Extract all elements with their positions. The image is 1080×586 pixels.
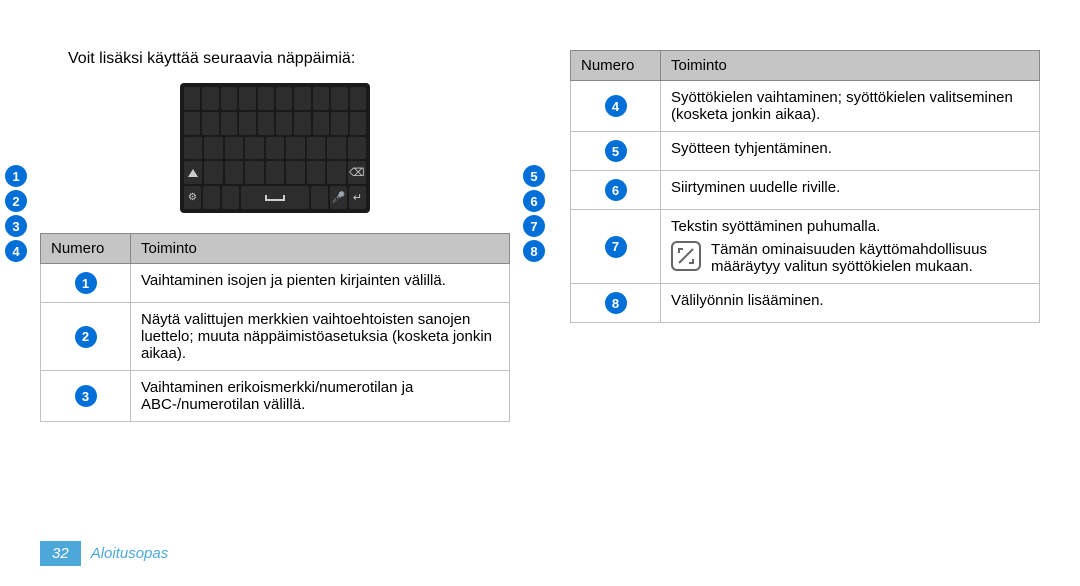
intro-text: Voit lisäksi käyttää seuraavia näppäimiä… — [68, 50, 510, 68]
table-row: 3 Vaihtaminen erikoismerkki/numerotilan … — [41, 371, 510, 422]
row-text-7: Tekstin syöttäminen puhumalla. — [671, 218, 1029, 235]
keyboard-diagram: 1 2 3 4 — [40, 83, 510, 213]
table-header-numero: Numero — [41, 234, 131, 264]
backspace-icon: ⌫ — [349, 166, 365, 179]
right-feature-table: Numero Toiminto 4 Syöttökielen vaihtamin… — [570, 50, 1040, 323]
row-num-8: 8 — [605, 292, 627, 314]
table-header-numero-r: Numero — [571, 51, 661, 81]
table-row: 5 Syötteen tyhjentäminen. — [571, 132, 1040, 171]
row-text-1: Vaihtaminen isojen ja pienten kirjainten… — [131, 264, 510, 303]
callout-4: 4 — [5, 240, 27, 262]
callout-1: 1 — [5, 165, 27, 187]
row-text-6: Siirtyminen uudelle riville. — [661, 171, 1040, 210]
left-feature-table: Numero Toiminto 1 Vaihtaminen isojen ja … — [40, 233, 510, 422]
keyboard-image: ⌫ ⚙ 🎤 ↵ — [180, 83, 370, 213]
table-row: 8 Välilyönnin lisääminen. — [571, 284, 1040, 323]
spacebar-icon — [265, 195, 285, 201]
row-note-7: Tämän ominaisuuden käyttömahdollisuus mä… — [711, 241, 1029, 275]
row-text-2: Näytä valittujen merkkien vaihtoehtoiste… — [131, 303, 510, 371]
row-num-3: 3 — [75, 385, 97, 407]
table-row: 1 Vaihtaminen isojen ja pienten kirjaint… — [41, 264, 510, 303]
callout-8: 8 — [523, 240, 545, 262]
table-row: 4 Syöttökielen vaihtaminen; syöttökielen… — [571, 81, 1040, 132]
table-row: 7 Tekstin syöttäminen puhumalla. Tämän o… — [571, 210, 1040, 284]
row-num-2: 2 — [75, 326, 97, 348]
callout-5: 5 — [523, 165, 545, 187]
row-text-8: Välilyönnin lisääminen. — [661, 284, 1040, 323]
row-text-5: Syötteen tyhjentäminen. — [661, 132, 1040, 171]
callout-2: 2 — [5, 190, 27, 212]
row-num-4: 4 — [605, 95, 627, 117]
callout-3: 3 — [5, 215, 27, 237]
settings-key-icon: ⚙ — [188, 192, 197, 203]
row-num-5: 5 — [605, 140, 627, 162]
note-icon — [671, 241, 701, 271]
page-footer: 32 Aloitusopas — [40, 541, 168, 566]
table-row: 6 Siirtyminen uudelle riville. — [571, 171, 1040, 210]
row-text-4: Syöttökielen vaihtaminen; syöttökielen v… — [661, 81, 1040, 132]
section-name: Aloitusopas — [91, 545, 169, 562]
row-num-7: 7 — [605, 236, 627, 258]
row-num-1: 1 — [75, 272, 97, 294]
callout-7: 7 — [523, 215, 545, 237]
table-header-toiminto-r: Toiminto — [661, 51, 1040, 81]
mic-icon: 🎤 — [332, 191, 346, 204]
table-row: 2 Näytä valittujen merkkien vaihtoehtois… — [41, 303, 510, 371]
shift-icon — [188, 169, 198, 177]
page-number: 32 — [40, 541, 81, 566]
table-header-toiminto: Toiminto — [131, 234, 510, 264]
callout-6: 6 — [523, 190, 545, 212]
row-num-6: 6 — [605, 179, 627, 201]
enter-icon: ↵ — [353, 191, 362, 204]
row-text-3: Vaihtaminen erikoismerkki/numerotilan ja… — [131, 371, 510, 422]
